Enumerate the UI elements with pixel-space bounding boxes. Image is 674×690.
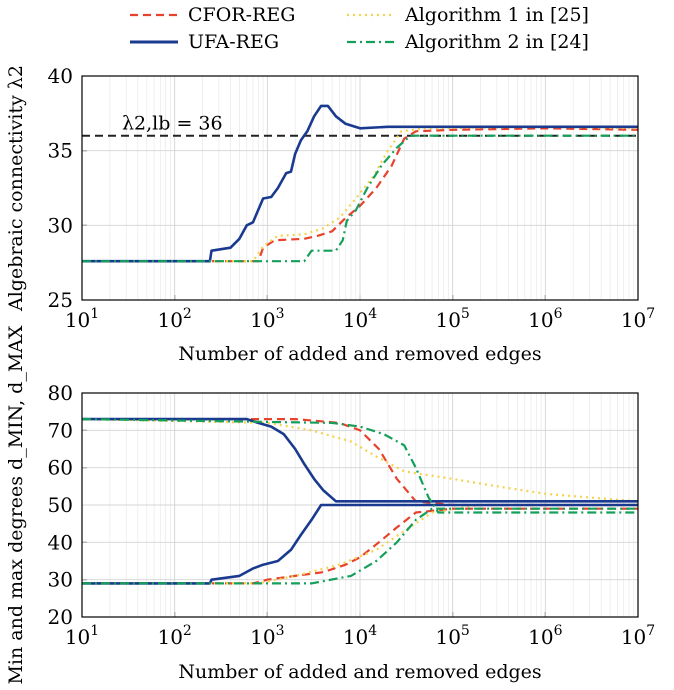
- plot-area: [82, 104, 638, 263]
- degree-plot: 101 102 103 104 105 106 107 20 30 40 50 60 70 80 Numbe…: [5, 325, 655, 685]
- y-axis-label: Algebraic connectivity λ2: [5, 65, 27, 312]
- x-axis-ticks: 101 102 103 104 105 106 107: [65, 612, 655, 649]
- series-line: [82, 503, 638, 585]
- series-line: [82, 104, 638, 263]
- axes-frame: [81, 392, 639, 618]
- x-tick-label: 106: [528, 306, 562, 332]
- x-tick-label: 106: [528, 623, 562, 649]
- legend-item: Algorithm 2 in [24]: [347, 31, 589, 53]
- x-tick-label: 101: [65, 623, 99, 649]
- x-tick-label: 102: [157, 623, 191, 649]
- x-axis-ticks: 101 102 103 104 105 106 107: [65, 295, 655, 332]
- x-tick-label: 102: [157, 306, 191, 332]
- y-tick-label: 35: [48, 139, 73, 163]
- x-tick-label: 103: [250, 306, 284, 332]
- series-line: [82, 127, 638, 263]
- x-tick-label: 105: [435, 306, 469, 332]
- y-tick-label: 40: [48, 64, 73, 88]
- y-tick-label: 80: [48, 381, 73, 405]
- y-tick-label: 25: [48, 288, 73, 312]
- y-tick-label: 60: [48, 456, 73, 480]
- y-tick-label: 30: [48, 213, 73, 237]
- y-axis-label: Min and max degrees d_MIN, d_MAX: [5, 325, 27, 685]
- x-tick-label: 104: [343, 306, 377, 332]
- y-tick-label: 70: [48, 418, 73, 442]
- x-axis-label: Number of added and removed edges: [178, 343, 541, 365]
- series-line: [82, 125, 638, 263]
- legend-item: Algorithm 1 in [25]: [347, 4, 589, 26]
- y-tick-label: 30: [48, 568, 73, 592]
- legend-item: CFOR-REG: [130, 4, 295, 26]
- x-axis-label: Number of added and removed edges: [178, 661, 541, 683]
- connectivity-plot: 101 102 103 104 105 106 107 25 30 35 40 λ2,lb = 36 N…: [5, 64, 655, 365]
- x-tick-label: 104: [343, 623, 377, 649]
- series-line: [82, 507, 638, 585]
- x-tick-label: 103: [250, 623, 284, 649]
- series-line: [82, 507, 638, 585]
- axes-frame: [81, 75, 639, 301]
- legend-label: UFA-REG: [188, 31, 279, 53]
- y-tick-label: 40: [48, 530, 73, 554]
- y-tick-label: 50: [48, 493, 73, 517]
- y-axis-ticks: 20 30 40 50 60 70 80: [48, 381, 87, 629]
- legend: CFOR-REG Algorithm 1 in [25] UFA-REG Algori…: [130, 4, 589, 53]
- legend-label: CFOR-REG: [188, 4, 295, 26]
- y-tick-label: 20: [48, 605, 73, 629]
- legend-label: Algorithm 1 in [25]: [404, 4, 589, 26]
- x-tick-label: 101: [65, 306, 99, 332]
- x-tick-label: 107: [621, 306, 655, 332]
- series-line: [82, 134, 638, 263]
- plot-area: [82, 417, 638, 585]
- series-line: [82, 418, 638, 507]
- legend-item: UFA-REG: [130, 31, 279, 53]
- x-tick-label: 107: [621, 623, 655, 649]
- x-tick-label: 105: [435, 623, 469, 649]
- reference-line-label: λ2,lb = 36: [122, 113, 223, 135]
- y-axis-ticks: 25 30 35 40: [48, 64, 87, 312]
- legend-label: Algorithm 2 in [24]: [404, 31, 589, 53]
